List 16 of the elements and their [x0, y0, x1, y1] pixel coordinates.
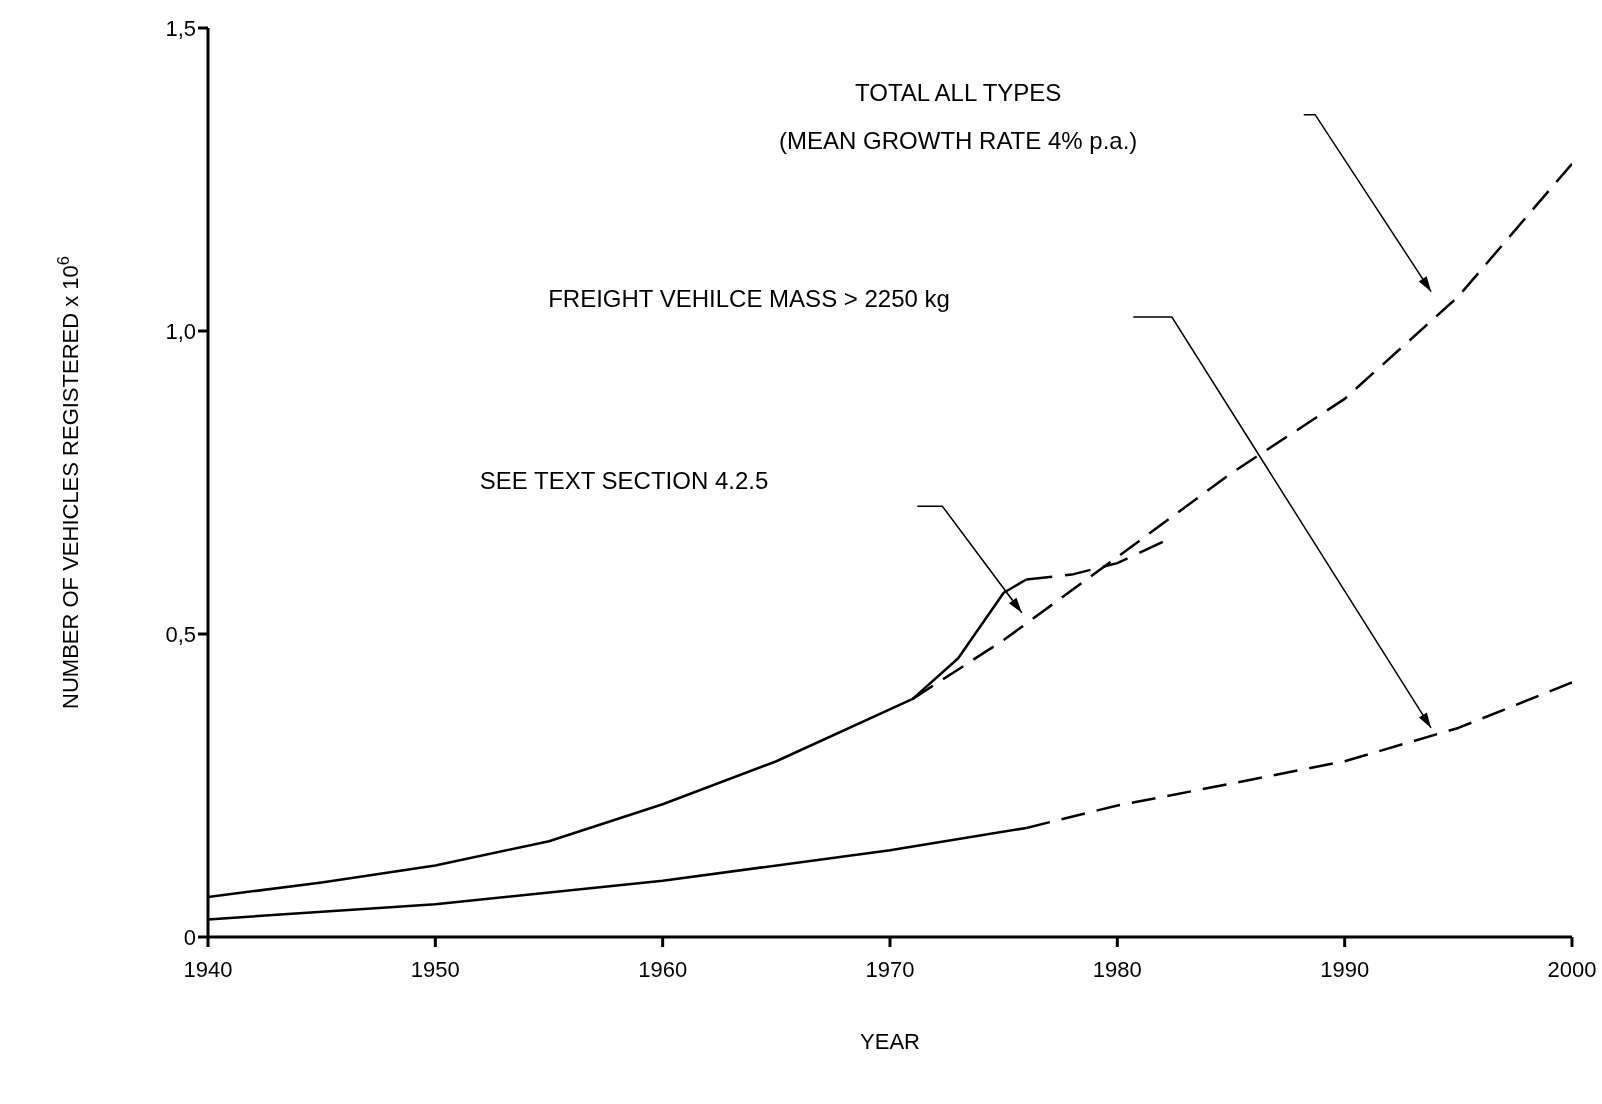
- annotation: SEE TEXT SECTION 4.2.5: [479, 466, 769, 494]
- annotation: TOTAL ALL TYPES: [855, 78, 1062, 106]
- x-axis-title: YEAR: [860, 1029, 920, 1054]
- x-tick-label: 1990: [1320, 956, 1370, 982]
- x-tick-label: 1950: [410, 956, 460, 982]
- annotation: (MEAN GROWTH RATE 4% p.a.): [779, 127, 1138, 155]
- x-tick-label: 1970: [865, 956, 915, 982]
- x-tick-label: 1960: [638, 956, 688, 982]
- y-tick-label: 1,5: [165, 15, 196, 41]
- y-tick-label: 1,0: [165, 318, 196, 344]
- annotation: FREIGHT VEHILCE MASS > 2250 kg: [548, 284, 950, 312]
- x-tick-label: 2000: [1547, 956, 1597, 982]
- y-tick-label: 0: [183, 924, 196, 950]
- x-tick-label: 1940: [183, 956, 233, 982]
- y-tick-label: 0,5: [165, 621, 196, 647]
- x-tick-label: 1980: [1092, 956, 1142, 982]
